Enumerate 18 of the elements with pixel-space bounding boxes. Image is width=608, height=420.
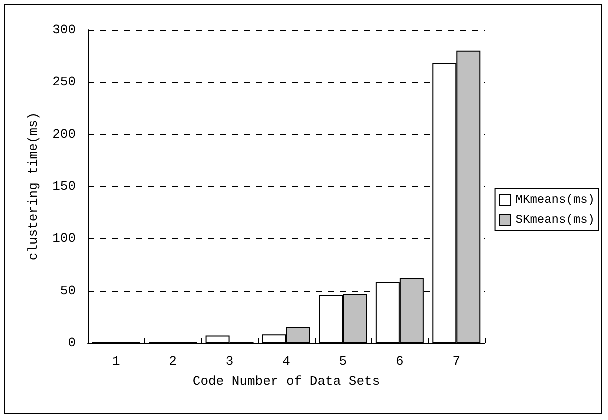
y-tick-label: 0 [68,336,76,350]
legend-label: SKmeans(ms) [516,213,596,227]
x-axis-title: Code Number of Data Sets [192,374,380,389]
legend-label: MKmeans(ms) [516,193,596,207]
x-tick-label: 3 [226,354,234,369]
y-tick-label: 150 [52,179,76,194]
y-tick-label: 100 [52,231,76,246]
x-tick-label: 5 [339,354,348,369]
y-tick-label: 300 [52,22,76,38]
x-tick-label: 7 [452,354,461,369]
x-tick-label: 6 [396,354,404,369]
x-tick-label: 1 [112,354,120,369]
y-axis-title: clustering time(ms) [26,112,41,261]
y-tick-label: 250 [52,74,76,90]
x-tick-label: 2 [169,354,177,369]
y-tick-label: 50 [60,283,76,298]
x-tick-label: 4 [282,354,291,369]
y-tick-label: 200 [52,126,76,142]
